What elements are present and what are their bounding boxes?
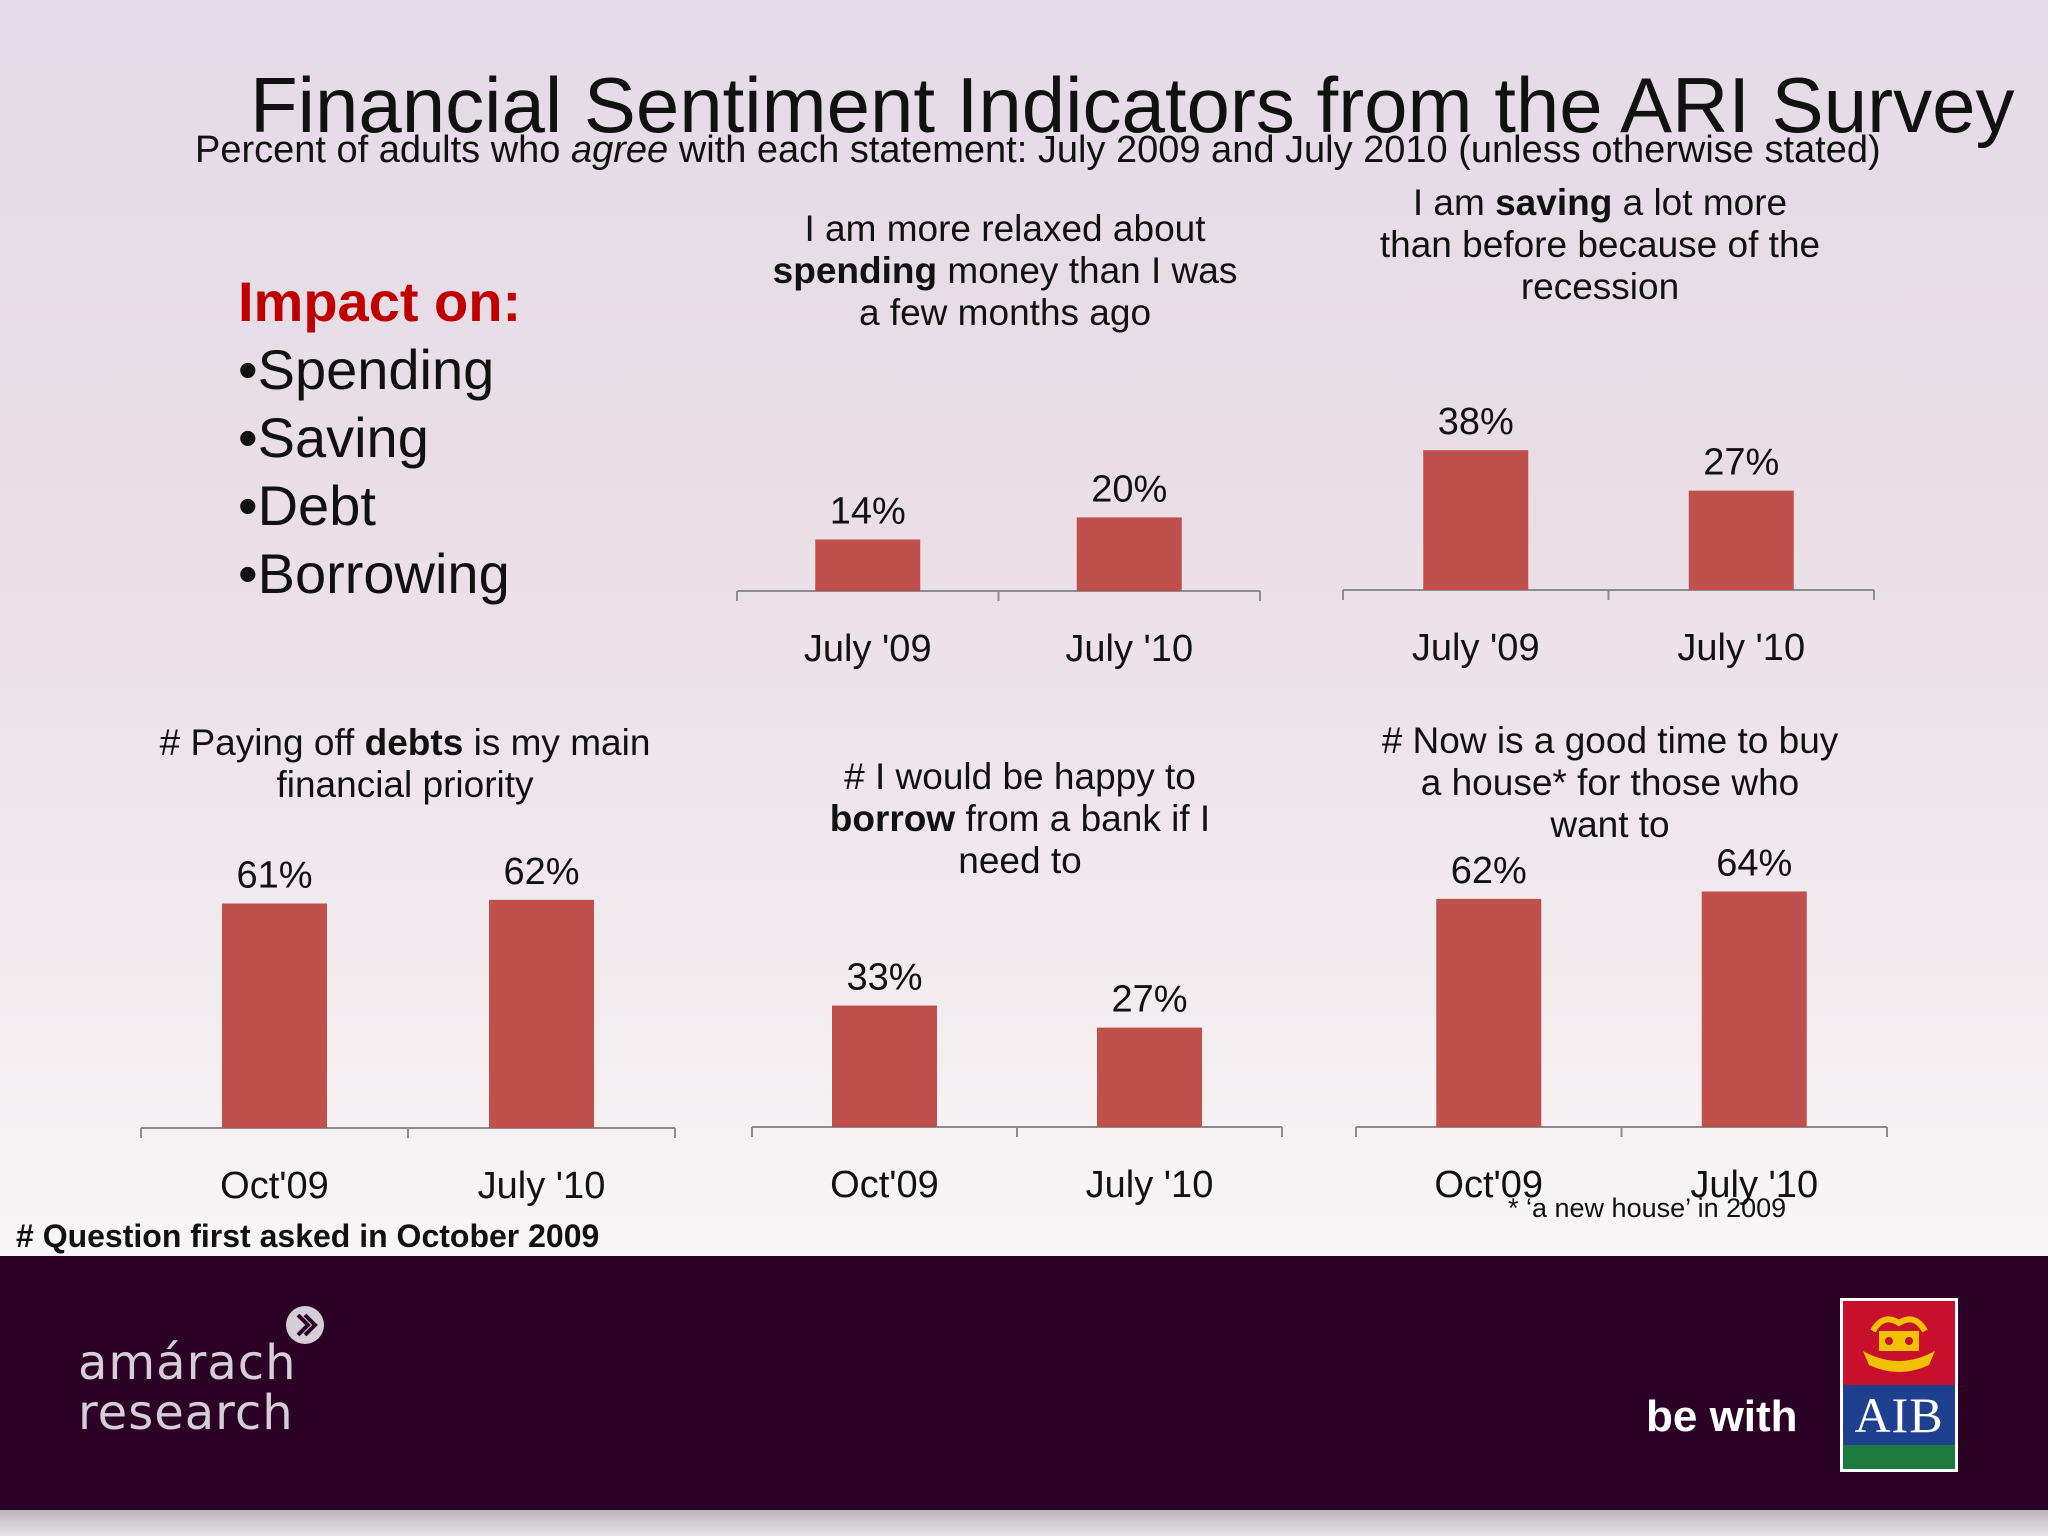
data-label: 20% [1091,468,1167,510]
x-tick-label: July '10 [1065,628,1193,670]
x-tick-label: July '09 [804,628,932,670]
bar-spending-0 [815,539,921,591]
bottom-strip [0,1510,2048,1536]
data-label: 62% [503,851,579,893]
bar-house-0 [1436,898,1542,1127]
aib-logo: AIB [1840,1298,1958,1472]
bar-saving-1 [1688,490,1794,590]
bar-borrow-0 [832,1005,937,1127]
data-label: 62% [1451,850,1527,892]
data-label: 64% [1716,842,1792,884]
x-tick-label: Oct'09 [220,1165,329,1207]
data-label: 33% [846,957,922,999]
x-tick-label: July '10 [478,1165,606,1207]
footer-bar [0,1256,2048,1510]
impact-item-debt: •Debt [238,474,376,537]
chart-title-saving: I am saving a lot more than before becau… [1379,182,1821,307]
question-note: # Question first asked in October 2009 [16,1218,600,1254]
data-label: 27% [1111,979,1187,1021]
bar-debts-1 [489,899,594,1128]
chart-title-borrow: # I would be happy to borrow from a bank… [829,756,1211,881]
impact-item-spending: •Spending [238,338,495,401]
bar-debts-0 [222,903,327,1128]
be-with-tagline: be with [1646,1392,1798,1441]
chart-title-spending: I am more relaxed about spending money t… [772,208,1238,333]
chart-title-debts: # Paying off debts is my main financial … [159,722,651,805]
impact-item-saving: •Saving [238,406,429,469]
impact-list: Impact on: •Spending •Saving •Debt •Borr… [238,268,521,608]
bar-house-1 [1701,891,1807,1127]
data-label: 38% [1438,401,1514,443]
bar-borrow-1 [1097,1027,1202,1127]
impact-heading: Impact on: [238,270,522,333]
house-footnote: * ‘a new house’ in 2009 [1508,1193,1787,1223]
bar-charts: 14% July '09 20% July '10 38% July '09 27% July… [140,401,1888,1207]
aib-stripe [1843,1445,1955,1469]
x-tick-label: July '10 [1086,1164,1214,1206]
data-label: 27% [1703,442,1779,484]
x-tick-label: July '10 [1677,627,1805,669]
chart-title-house: # Now is a good time to buy a house* for… [1381,720,1839,845]
impact-item-borrowing: •Borrowing [238,542,510,605]
x-tick-label: July '10 [1690,1164,1818,1206]
bar-saving-0 [1423,450,1529,590]
amarach-chevron-icon [286,1306,324,1344]
bar-spending-1 [1076,517,1182,591]
amarach-logo: amárach research [78,1335,297,1441]
aib-ark-icon [1843,1301,1955,1385]
data-label: 61% [236,855,312,897]
slide-title: Financial Sentiment Indicators from the … [250,61,2015,149]
aib-wordmark: AIB [1843,1385,1955,1445]
data-label: 14% [830,490,906,532]
x-tick-label: Oct'09 [830,1164,939,1206]
x-tick-label: July '09 [1412,627,1540,669]
x-tick-label: Oct'09 [1434,1164,1543,1206]
slide-subtitle: Percent of adults who agree with each st… [195,129,1881,171]
